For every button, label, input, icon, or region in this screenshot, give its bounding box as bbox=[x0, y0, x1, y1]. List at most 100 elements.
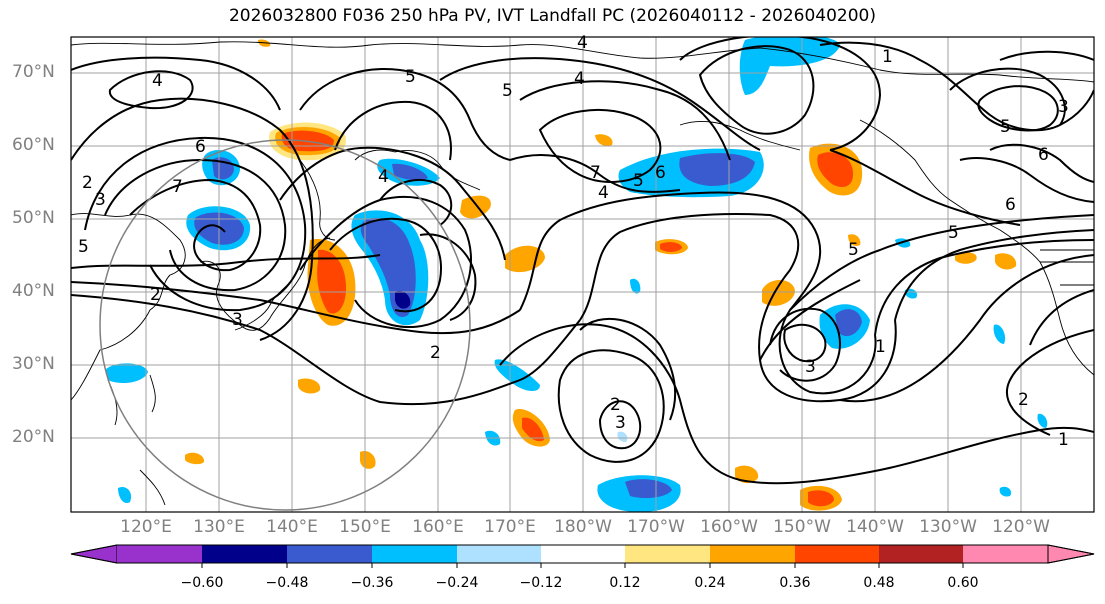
negative-anomaly bbox=[999, 486, 1012, 497]
contour-label: 3 bbox=[805, 357, 816, 377]
pv-contour bbox=[519, 80, 731, 161]
colorbar-tick-label: −0.24 bbox=[435, 575, 479, 591]
positive-anomaly bbox=[298, 378, 321, 394]
positive-anomaly bbox=[660, 242, 682, 252]
pv-contour bbox=[1005, 329, 1094, 436]
longitude-label: 160°W bbox=[700, 517, 758, 537]
pv-contour bbox=[579, 212, 897, 403]
negative-anomaly bbox=[617, 431, 628, 442]
contour-label: 6 bbox=[1038, 145, 1049, 165]
contour-label: 1 bbox=[882, 47, 893, 67]
pv-contour bbox=[698, 45, 815, 135]
contour-label: 5 bbox=[78, 237, 89, 257]
map-frame bbox=[70, 36, 1095, 513]
colorbar-tick-label: −0.12 bbox=[519, 575, 563, 591]
contour-label: 3 bbox=[95, 190, 106, 210]
pv-contour bbox=[989, 143, 1094, 183]
pv-contour bbox=[759, 279, 861, 361]
pv-contour bbox=[419, 233, 477, 321]
contour-label: 2 bbox=[82, 173, 93, 193]
positive-anomaly bbox=[762, 280, 795, 306]
contour-label: 5 bbox=[405, 67, 416, 87]
negative-anomaly bbox=[679, 153, 755, 186]
positive-anomaly bbox=[817, 152, 854, 188]
positive-anomaly bbox=[595, 134, 613, 146]
contour-label: 6 bbox=[195, 137, 206, 157]
contour-label: 6 bbox=[655, 163, 666, 183]
pv-contour bbox=[71, 56, 281, 111]
pv-contour bbox=[538, 109, 662, 183]
pv-contour bbox=[279, 146, 506, 261]
colorbar-segment bbox=[287, 545, 372, 563]
contour-label: 4 bbox=[378, 167, 389, 187]
longitude-label: 120°W bbox=[992, 517, 1050, 537]
pv-contour bbox=[71, 294, 581, 406]
pv-contour bbox=[579, 317, 677, 421]
pv-contour bbox=[829, 149, 1021, 226]
contour-label: 7 bbox=[590, 163, 601, 183]
colorbar-segment bbox=[117, 545, 202, 563]
colorbar-segment bbox=[625, 545, 710, 563]
colorbar-segment bbox=[879, 545, 963, 563]
positive-anomaly bbox=[735, 465, 759, 484]
pv-contour bbox=[509, 154, 681, 193]
positive-anomaly bbox=[317, 249, 347, 314]
longitude-label: 160°E bbox=[412, 517, 464, 537]
pv-contour bbox=[679, 37, 882, 151]
contour-label: 2 bbox=[150, 285, 161, 305]
positive-anomaly bbox=[360, 450, 376, 469]
pv-contour bbox=[769, 307, 841, 382]
colorbar-tick-label: −0.48 bbox=[265, 575, 309, 591]
pv-contour bbox=[789, 214, 1094, 311]
anomaly-fill-layer bbox=[105, 37, 1048, 512]
pv-contour bbox=[439, 57, 761, 151]
pv-contour bbox=[108, 70, 194, 110]
negative-anomaly bbox=[105, 363, 148, 384]
positive-anomaly bbox=[995, 253, 1017, 270]
positive-anomaly bbox=[955, 252, 977, 264]
pv-contour bbox=[379, 179, 453, 226]
latitude-label: 70°N bbox=[12, 62, 55, 82]
negative-anomaly bbox=[739, 37, 840, 95]
longitude-label: 140°W bbox=[846, 517, 904, 537]
colorbar-tick-label: 0.12 bbox=[609, 575, 641, 591]
contour-label: 3 bbox=[615, 413, 626, 433]
latitude-label: 20°N bbox=[12, 427, 55, 447]
contour-label: 5 bbox=[633, 171, 644, 191]
colorbar-segment bbox=[541, 545, 625, 563]
pv-contour bbox=[874, 239, 1094, 336]
colorbar-tick-label: 0.48 bbox=[863, 575, 895, 591]
longitude-label: 170°W bbox=[627, 517, 685, 537]
graticule bbox=[71, 37, 1094, 512]
contour-label: 3 bbox=[1058, 97, 1069, 117]
contour-label: 4 bbox=[598, 183, 609, 203]
colorbar-segment bbox=[710, 545, 795, 563]
negative-anomaly bbox=[1037, 413, 1048, 428]
contour-label-layer: 4 5 4 4 5 1 3 5 6 6 5 6 7 3 2 5 4 7 5 6 … bbox=[78, 33, 1069, 450]
latitude-label: 30°N bbox=[12, 354, 55, 374]
pv-contour bbox=[557, 349, 665, 463]
longitude-label: 140°E bbox=[266, 517, 318, 537]
contour-label: 5 bbox=[848, 240, 859, 260]
colorbar-segment bbox=[372, 545, 457, 563]
negative-anomaly bbox=[835, 309, 862, 337]
pv-contour bbox=[959, 157, 1094, 203]
colorbar-tick-label: −0.60 bbox=[180, 575, 224, 591]
contour-label: 7 bbox=[172, 177, 183, 197]
colorbar-tick-label: 0.24 bbox=[694, 575, 726, 591]
pv-contour bbox=[129, 178, 262, 272]
pv-contour bbox=[71, 254, 381, 269]
longitude-label: 180°W bbox=[554, 517, 612, 537]
longitude-label: 150°E bbox=[339, 517, 391, 537]
positive-anomaly bbox=[522, 417, 544, 442]
colorbar-tick-label: 0.36 bbox=[779, 575, 811, 591]
pv-contour bbox=[334, 100, 452, 161]
positive-anomaly bbox=[460, 195, 491, 219]
contour-label: 2 bbox=[610, 395, 621, 415]
positive-anomaly bbox=[848, 234, 861, 246]
contour-label: 5 bbox=[1000, 117, 1011, 137]
pv-contour bbox=[299, 195, 472, 328]
pv-contour bbox=[949, 67, 1066, 126]
latitude-label: 40°N bbox=[12, 281, 55, 301]
